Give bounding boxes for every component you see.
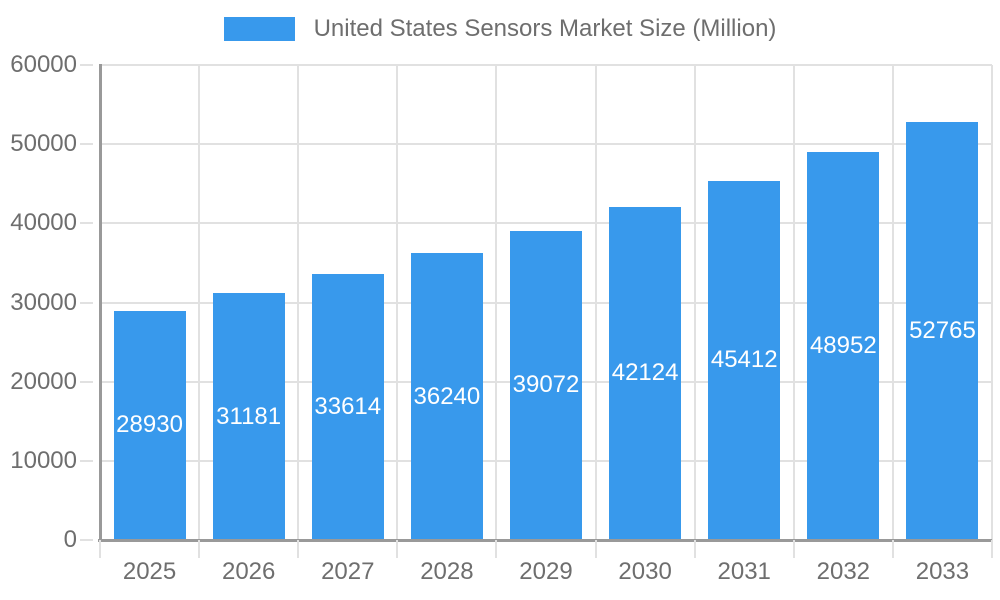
y-axis-line: [98, 64, 102, 540]
x-axis-tick: [495, 540, 498, 558]
plot-area: 28930 31181 33614 36240 39072 42124 45412 48952…: [98, 64, 993, 542]
y-axis-tick: [80, 380, 93, 383]
legend-swatch: [223, 17, 295, 41]
y-axis-tick: [80, 64, 93, 66]
bar-2026[interactable]: 31181: [212, 293, 285, 540]
vertical-gridlines: [100, 65, 993, 540]
bar-2028[interactable]: 36240: [410, 253, 483, 540]
y-axis-label: 40000: [10, 209, 77, 237]
y-axis-tick: [80, 222, 93, 225]
y-axis-tick: [80, 143, 93, 146]
y-axis-tick: [80, 301, 93, 304]
bar-2029[interactable]: 39072: [510, 230, 582, 540]
x-axis-tick: [396, 540, 399, 558]
bar-value-label: 33614: [314, 392, 382, 420]
y-axis-label: 60000: [10, 51, 77, 78]
x-gridline: [594, 65, 597, 540]
legend-label: United States Sensors Market Size (Milli…: [313, 15, 777, 42]
x-gridline: [891, 65, 894, 540]
y-axis-label: 50000: [10, 130, 77, 158]
x-axis-line: [98, 538, 992, 542]
x-gridline: [693, 65, 696, 540]
y-gridline: [100, 222, 992, 225]
bar-2033[interactable]: 52765: [906, 122, 979, 540]
bar-2030[interactable]: 42124: [609, 206, 682, 540]
y-axis-label: 10000: [10, 446, 77, 474]
x-axis-label: 2027: [321, 558, 375, 585]
x-gridline: [198, 65, 201, 540]
x-axis-label: 2030: [618, 558, 672, 585]
x-axis-tick: [594, 540, 597, 558]
bars-layer: 28930 31181 33614 36240 39072 42124 45412 48952…: [100, 65, 992, 540]
y-axis-tick: [80, 539, 93, 541]
bar-value-label: 48952: [809, 332, 877, 360]
x-axis-label: 2028: [420, 558, 474, 585]
bar-2031[interactable]: 45412: [708, 180, 781, 540]
x-axis-label: 2032: [816, 558, 871, 585]
y-gridline: [100, 64, 992, 66]
x-axis-tick: [297, 540, 300, 558]
x-axis-tick: [991, 540, 993, 558]
x-axis-label: 2025: [122, 558, 177, 585]
y-axis-label: 20000: [10, 367, 77, 395]
bar-value-label: 39072: [512, 371, 580, 399]
x-axis-label: 2029: [519, 558, 573, 585]
y-axis-label: 30000: [10, 288, 77, 316]
x-axis-label: 2033: [915, 558, 970, 585]
x-gridline: [991, 65, 993, 540]
x-gridline: [792, 65, 795, 540]
x-axis-label: 2026: [221, 558, 276, 585]
y-gridline: [100, 143, 992, 146]
x-gridline: [396, 65, 399, 540]
bar-value-label: 36240: [413, 382, 481, 410]
bar-value-label: 42124: [611, 359, 679, 387]
y-axis-label: 0: [63, 526, 77, 553]
bar-2032[interactable]: 48952: [807, 152, 880, 540]
bar-value-label: 45412: [710, 346, 778, 374]
x-axis-tick: [99, 540, 101, 558]
bar-2025[interactable]: 28930: [113, 310, 186, 540]
x-axis-tick: [693, 540, 696, 558]
x-gridline: [495, 65, 498, 540]
y-axis-tick: [80, 459, 93, 462]
bar-value-label: 31181: [216, 402, 282, 430]
x-axis-tick: [792, 540, 795, 558]
bar-value-label: 52765: [909, 317, 976, 345]
x-gridline: [297, 65, 300, 540]
bar-value-label: 28930: [116, 411, 183, 439]
bar-2027[interactable]: 33614: [311, 273, 384, 540]
x-axis-tick: [891, 540, 894, 558]
x-axis-label: 2031: [717, 558, 771, 585]
legend-item[interactable]: United States Sensors Market Size (Milli…: [0, 15, 1000, 43]
x-axis-tick: [198, 540, 201, 558]
